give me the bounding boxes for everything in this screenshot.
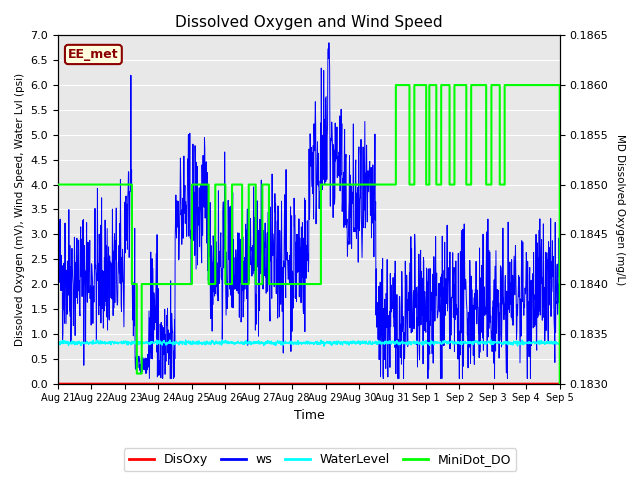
Y-axis label: MD Dissolved Oxygen (mg/L): MD Dissolved Oxygen (mg/L) [615, 134, 625, 285]
Y-axis label: Dissolved Oxygen (mV), Wind Speed, Water Lvl (psi): Dissolved Oxygen (mV), Wind Speed, Water… [15, 73, 25, 346]
Title: Dissolved Oxygen and Wind Speed: Dissolved Oxygen and Wind Speed [175, 15, 443, 30]
Legend: DisOxy, ws, WaterLevel, MiniDot_DO: DisOxy, ws, WaterLevel, MiniDot_DO [124, 448, 516, 471]
X-axis label: Time: Time [294, 409, 324, 422]
Text: EE_met: EE_met [68, 48, 118, 61]
